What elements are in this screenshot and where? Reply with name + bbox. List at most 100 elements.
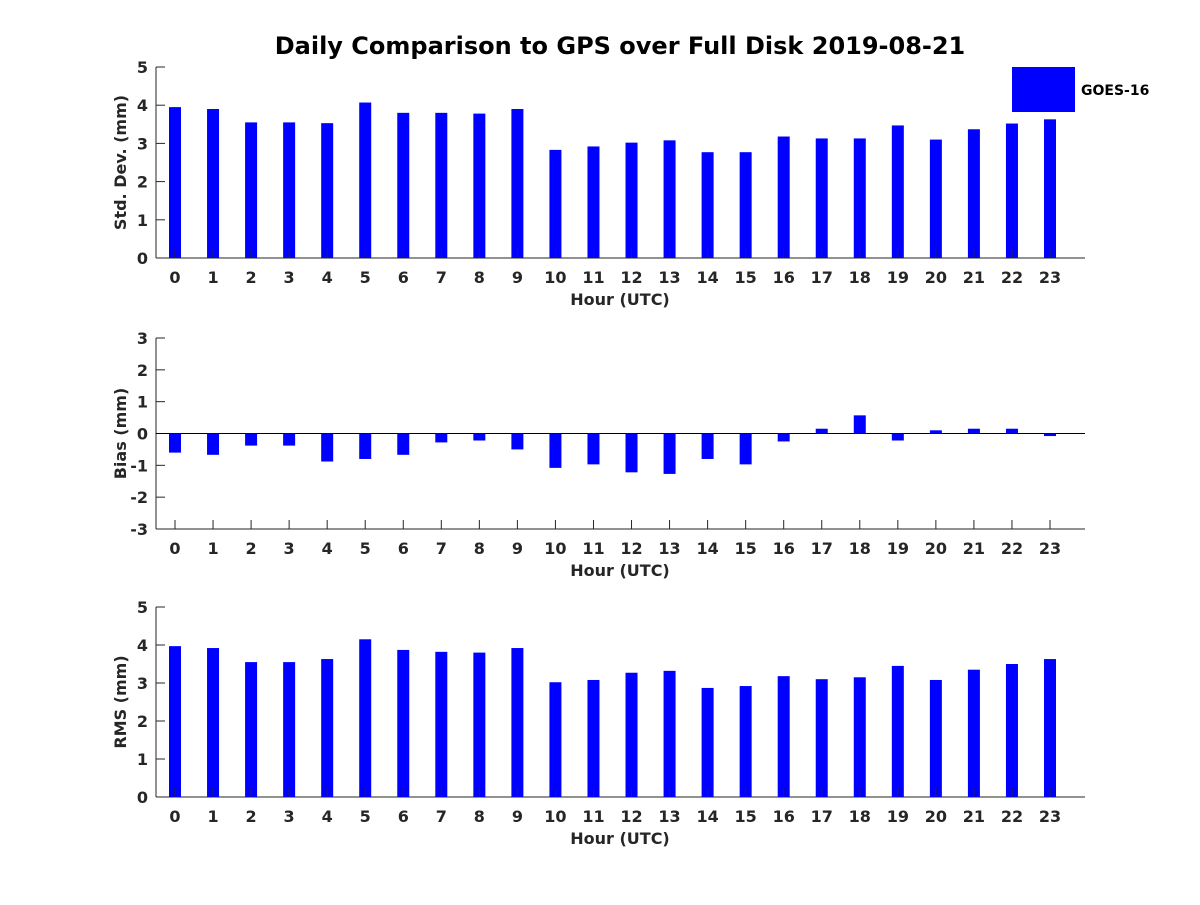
x-tick-label: 2 xyxy=(246,807,257,826)
x-tick-label: 18 xyxy=(849,268,871,287)
x-tick-label: 23 xyxy=(1039,268,1061,287)
y-tick-label: 2 xyxy=(137,361,148,380)
x-tick-label: 10 xyxy=(544,268,566,287)
x-tick-label: 19 xyxy=(887,539,909,558)
bar xyxy=(473,113,486,258)
bar xyxy=(359,102,372,258)
bar xyxy=(815,679,828,797)
x-tick-label: 13 xyxy=(658,807,680,826)
x-tick-label: 4 xyxy=(322,268,333,287)
bar xyxy=(207,433,220,455)
x-tick-label: 11 xyxy=(582,268,604,287)
x-tick-label: 0 xyxy=(169,539,180,558)
bar xyxy=(511,109,524,259)
y-tick-label: 4 xyxy=(137,636,148,655)
x-tick-label: 14 xyxy=(696,807,718,826)
bar xyxy=(511,433,524,450)
x-tick-label: 7 xyxy=(436,268,447,287)
bar xyxy=(283,433,296,446)
x-tick-label: 3 xyxy=(284,268,295,287)
x-axis-label: Hour (UTC) xyxy=(570,290,670,309)
bar xyxy=(967,669,980,797)
x-tick-label: 23 xyxy=(1039,539,1061,558)
y-tick-label: 1 xyxy=(137,750,148,769)
x-tick-label: 17 xyxy=(811,807,833,826)
bar xyxy=(1005,664,1018,797)
legend-label: GOES-16 xyxy=(1081,83,1149,99)
x-axis-label: Hour (UTC) xyxy=(570,561,670,580)
bar xyxy=(435,433,448,443)
bar xyxy=(701,152,714,258)
x-tick-label: 19 xyxy=(887,807,909,826)
x-tick-label: 20 xyxy=(925,268,947,287)
x-tick-label: 7 xyxy=(436,807,447,826)
y-tick-label: -1 xyxy=(130,456,148,475)
bar xyxy=(777,676,790,797)
x-tick-label: 7 xyxy=(436,539,447,558)
bar xyxy=(321,433,334,462)
x-tick-label: 13 xyxy=(658,268,680,287)
y-tick-label: 0 xyxy=(137,788,148,807)
x-tick-label: 8 xyxy=(474,268,485,287)
y-tick-label: -2 xyxy=(130,488,148,507)
x-tick-label: 10 xyxy=(544,539,566,558)
x-tick-label: 12 xyxy=(620,268,642,287)
x-tick-label: 15 xyxy=(735,807,757,826)
x-tick-label: 17 xyxy=(811,539,833,558)
x-tick-label: 23 xyxy=(1039,807,1061,826)
bar xyxy=(435,112,448,258)
bar xyxy=(207,109,220,259)
x-tick-label: 13 xyxy=(658,539,680,558)
bar xyxy=(929,679,942,797)
bar xyxy=(625,672,638,797)
bar xyxy=(587,433,600,465)
bar xyxy=(397,112,410,258)
bar xyxy=(245,662,258,797)
bar xyxy=(701,433,714,459)
bar xyxy=(207,648,220,797)
x-tick-label: 22 xyxy=(1001,807,1023,826)
bar xyxy=(587,679,600,797)
y-tick-label: 2 xyxy=(137,712,148,731)
bar xyxy=(549,433,562,468)
y-tick-label: 4 xyxy=(137,96,148,115)
bar xyxy=(853,415,866,434)
bar xyxy=(663,140,676,258)
x-tick-label: 1 xyxy=(207,268,218,287)
bar xyxy=(397,433,410,455)
bar xyxy=(1005,123,1018,258)
bar xyxy=(245,122,258,258)
y-tick-label: 3 xyxy=(137,674,148,693)
x-tick-label: 11 xyxy=(582,539,604,558)
bar xyxy=(815,138,828,258)
bar xyxy=(435,651,448,797)
bar xyxy=(701,687,714,797)
x-tick-label: 8 xyxy=(474,539,485,558)
x-tick-label: 21 xyxy=(963,268,985,287)
x-axis-label: Hour (UTC) xyxy=(570,829,670,848)
x-tick-label: 21 xyxy=(963,539,985,558)
x-tick-label: 16 xyxy=(773,268,795,287)
bar xyxy=(1044,119,1056,258)
bar xyxy=(549,149,562,258)
x-tick-label: 14 xyxy=(696,268,718,287)
x-tick-label: 22 xyxy=(1001,539,1023,558)
x-tick-label: 22 xyxy=(1001,268,1023,287)
bar xyxy=(245,433,258,446)
x-tick-label: 0 xyxy=(169,807,180,826)
x-tick-label: 3 xyxy=(284,539,295,558)
x-tick-label: 14 xyxy=(696,539,718,558)
bar xyxy=(1044,659,1056,797)
y-tick-label: 0 xyxy=(137,425,148,444)
bar xyxy=(169,433,181,453)
bar xyxy=(929,139,942,258)
x-tick-label: 0 xyxy=(169,268,180,287)
bar xyxy=(321,659,334,797)
bar xyxy=(891,433,904,441)
bar xyxy=(169,646,181,797)
